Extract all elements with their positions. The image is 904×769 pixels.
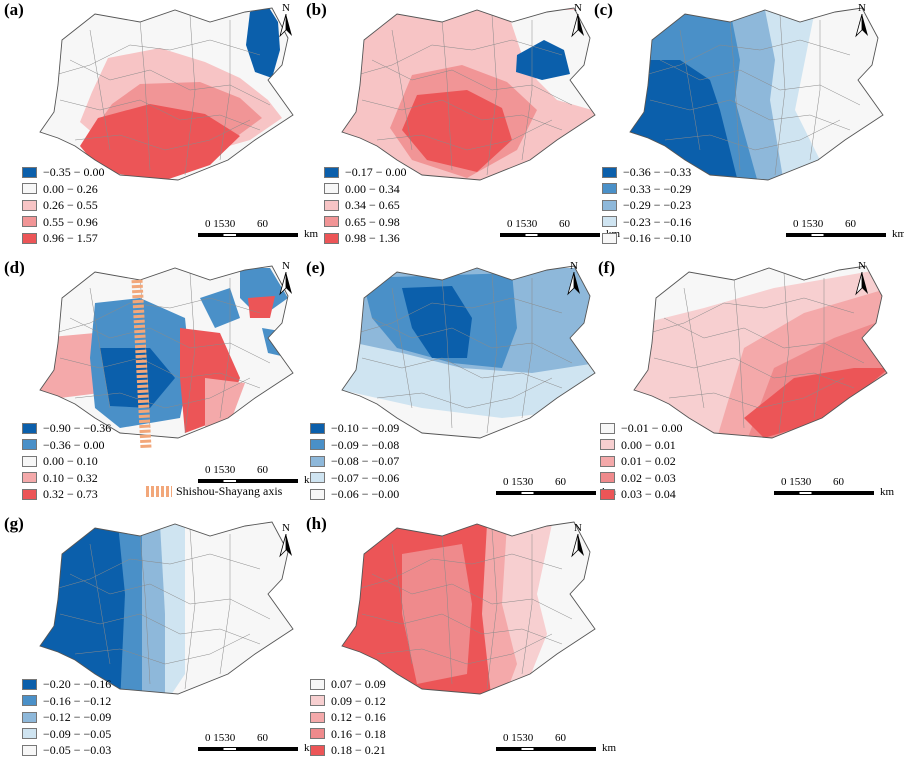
scale-bar: 0 1530 60 km bbox=[496, 732, 616, 758]
legend-entry: −0.01 − 0.00 bbox=[600, 420, 683, 437]
panel-d: (d) −0.90 − −0.36 −0.3 bbox=[0, 258, 318, 513]
legend-entry: −0.23 − −0.16 bbox=[602, 214, 691, 231]
legend-entry: −0.17 − 0.00 bbox=[324, 164, 407, 181]
legend-entry: 0.18 − 0.21 bbox=[310, 742, 386, 759]
north-arrow-icon: N bbox=[276, 2, 296, 38]
north-arrow-icon: N bbox=[852, 2, 872, 38]
legend-entry: −0.35 − 0.00 bbox=[22, 164, 105, 181]
legend: 0.07 − 0.09 0.09 − 0.12 0.12 − 0.16 0.16… bbox=[310, 676, 386, 759]
legend-entry: 0.03 − 0.04 bbox=[600, 486, 683, 503]
panel-e: (e) −0.10 − −0.09 −0.09 − −0.08 −0.08 − … bbox=[302, 258, 616, 513]
panel-letter: (d) bbox=[4, 258, 25, 277]
legend-entry: −0.16 − −0.12 bbox=[22, 693, 111, 710]
north-arrow-icon: N bbox=[568, 522, 588, 558]
legend-entry: −0.12 − −0.09 bbox=[22, 709, 111, 726]
legend-entry: 0.00 − 0.34 bbox=[324, 181, 407, 198]
choropleth-map bbox=[341, 521, 596, 695]
panel-b: (b) −0.17 − 0.00 0.00 − 0.34 0.34 − 0.65… bbox=[302, 0, 620, 255]
legend: −0.17 − 0.00 0.00 − 0.34 0.34 − 0.65 0.6… bbox=[324, 164, 407, 247]
scale-bar: 0 1530 60 km bbox=[198, 218, 318, 244]
panel-letter: (h) bbox=[306, 514, 327, 533]
north-arrow-icon: N bbox=[276, 522, 296, 558]
legend-entry: 0.96 − 1.57 bbox=[22, 230, 105, 247]
legend-entry: 0.55 − 0.96 bbox=[22, 214, 105, 231]
legend: −0.35 − 0.00 0.00 − 0.26 0.26 − 0.55 0.5… bbox=[22, 164, 105, 247]
legend-entry: −0.16 − −0.10 bbox=[602, 230, 691, 247]
legend-entry: 0.02 − 0.03 bbox=[600, 470, 683, 487]
legend-entry: 0.00 − 0.26 bbox=[22, 181, 105, 198]
north-arrow-icon: N bbox=[568, 2, 588, 38]
legend-entry: −0.33 − −0.29 bbox=[602, 181, 691, 198]
legend-entry: 0.12 − 0.16 bbox=[310, 709, 386, 726]
choropleth-map bbox=[341, 265, 596, 439]
legend-entry: 0.98 − 1.36 bbox=[324, 230, 407, 247]
north-arrow-icon: N bbox=[852, 260, 872, 296]
legend-entry: 0.00 − 0.01 bbox=[600, 437, 683, 454]
choropleth-map bbox=[341, 7, 596, 181]
panel-a: (a) −0.35 − 0.00 0.00 − 0.26 0.26 − 0.55… bbox=[0, 0, 318, 255]
scale-bar: 0 1530 60 km bbox=[198, 464, 318, 490]
legend: −0.01 − 0.00 0.00 − 0.01 0.01 − 0.02 0.0… bbox=[600, 420, 683, 503]
legend-entry: −0.29 − −0.23 bbox=[602, 197, 691, 214]
legend: −0.10 − −0.09 −0.09 − −0.08 −0.08 − −0.0… bbox=[310, 420, 399, 503]
north-arrow-icon: N bbox=[564, 260, 584, 296]
scale-bar: 0 1530 60 km bbox=[198, 732, 318, 758]
legend: −0.36 − −0.33 −0.33 − −0.29 −0.29 − −0.2… bbox=[602, 164, 691, 247]
legend-entry: 0.32 − 0.73 bbox=[22, 486, 111, 503]
legend-entry: 0.01 − 0.02 bbox=[600, 453, 683, 470]
panel-letter: (a) bbox=[4, 0, 24, 19]
legend-entry: −0.10 − −0.09 bbox=[310, 420, 399, 437]
legend-entry: 0.10 − 0.32 bbox=[22, 470, 111, 487]
panel-letter: (f) bbox=[598, 258, 615, 277]
panel-h: (h) 0.07 − 0.09 0.09 − 0.12 0.12 − 0.16 … bbox=[302, 514, 616, 769]
scale-bar: 0 1530 60 km bbox=[786, 218, 904, 244]
panel-f: (f) −0.01 − 0.00 0.00 − 0.01 0.01 − 0.02… bbox=[594, 258, 894, 513]
legend-entry: 0.07 − 0.09 bbox=[310, 676, 386, 693]
north-arrow-icon: N bbox=[276, 260, 296, 296]
choropleth-map bbox=[39, 521, 294, 695]
axis-swatch bbox=[146, 486, 172, 497]
legend-entry: −0.90 − −0.36 bbox=[22, 420, 111, 437]
legend-entry: −0.20 − −0.16 bbox=[22, 676, 111, 693]
legend-entry: −0.06 − −0.00 bbox=[310, 486, 399, 503]
shishou-shayang-axis bbox=[131, 279, 152, 449]
choropleth-map bbox=[39, 265, 294, 449]
panel-g: (g) −0.20 − −0.16 −0.16 − −0.12 −0.12 − … bbox=[0, 514, 318, 769]
legend-entry: −0.09 − −0.05 bbox=[22, 726, 111, 743]
panel-letter: (e) bbox=[306, 258, 325, 277]
legend-entry: −0.07 − −0.06 bbox=[310, 470, 399, 487]
choropleth-map bbox=[633, 265, 888, 439]
panel-letter: (g) bbox=[4, 514, 24, 533]
scale-bar: 0 1530 60 km bbox=[774, 476, 894, 502]
legend-entry: 0.09 − 0.12 bbox=[310, 693, 386, 710]
legend-entry: 0.16 − 0.18 bbox=[310, 726, 386, 743]
panel-c: (c) −0.36 − −0.33 −0.33 − −0.29 −0.29 − … bbox=[590, 0, 904, 255]
legend-entry: −0.05 − −0.03 bbox=[22, 742, 111, 759]
choropleth-map bbox=[629, 7, 884, 181]
legend-entry: 0.00 − 0.10 bbox=[22, 453, 111, 470]
legend-entry: 0.34 − 0.65 bbox=[324, 197, 407, 214]
legend-entry: −0.36 − −0.33 bbox=[602, 164, 691, 181]
legend: −0.20 − −0.16 −0.16 − −0.12 −0.12 − −0.0… bbox=[22, 676, 111, 759]
legend-entry: 0.65 − 0.98 bbox=[324, 214, 407, 231]
legend-entry: 0.26 − 0.55 bbox=[22, 197, 105, 214]
choropleth-map bbox=[39, 7, 294, 181]
legend-entry: −0.36 − 0.00 bbox=[22, 437, 111, 454]
legend-entry: −0.09 − −0.08 bbox=[310, 437, 399, 454]
legend-entry: −0.08 − −0.07 bbox=[310, 453, 399, 470]
scale-bar: 0 1530 60 km bbox=[496, 476, 616, 502]
panel-letter: (b) bbox=[306, 0, 327, 19]
legend: −0.90 − −0.36 −0.36 − 0.00 0.00 − 0.10 0… bbox=[22, 420, 111, 503]
panel-letter: (c) bbox=[594, 0, 613, 19]
axis-legend: Shishou-Shayang axis bbox=[146, 484, 282, 499]
